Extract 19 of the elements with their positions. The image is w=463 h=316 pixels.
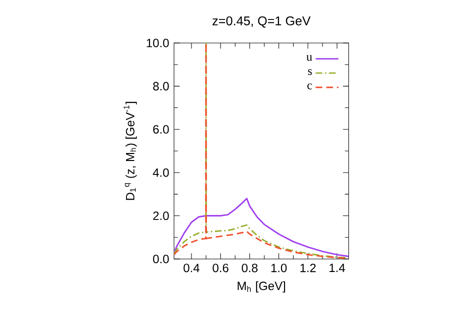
y-tick-label: 6.0 (153, 125, 169, 134)
x-tick-label: 0.4 (184, 264, 200, 272)
y-axis-title: D$_{1}$$^{q}$ (z, M$_{h}$) [GeV$^{-1}$] (124, 102, 137, 200)
line-series (174, 42, 349, 259)
x-tick-label: 0.6 (212, 264, 228, 272)
x-tick-label: 1.4 (330, 264, 346, 272)
y-tick-label: 4.0 (152, 168, 169, 177)
x-tick-label: 1.2 (300, 264, 316, 272)
y-tick-label: 0.0 (153, 254, 169, 264)
chart-title: z=0.45, Q=1 GeV (212, 16, 311, 28)
legend-label: c (307, 84, 312, 90)
y-tick-label: 8.0 (153, 82, 169, 90)
legend-label: s (308, 69, 312, 76)
legend-label: u (306, 55, 312, 61)
x-tick-label: 1.0 (271, 264, 287, 272)
y-tick-label: 10.0 (146, 38, 169, 48)
x-axis-title: M$_{h}$ [GeV] (238, 281, 286, 293)
x-tick-label: 0.8 (242, 264, 258, 272)
y-tick-label: 2.0 (153, 212, 169, 220)
